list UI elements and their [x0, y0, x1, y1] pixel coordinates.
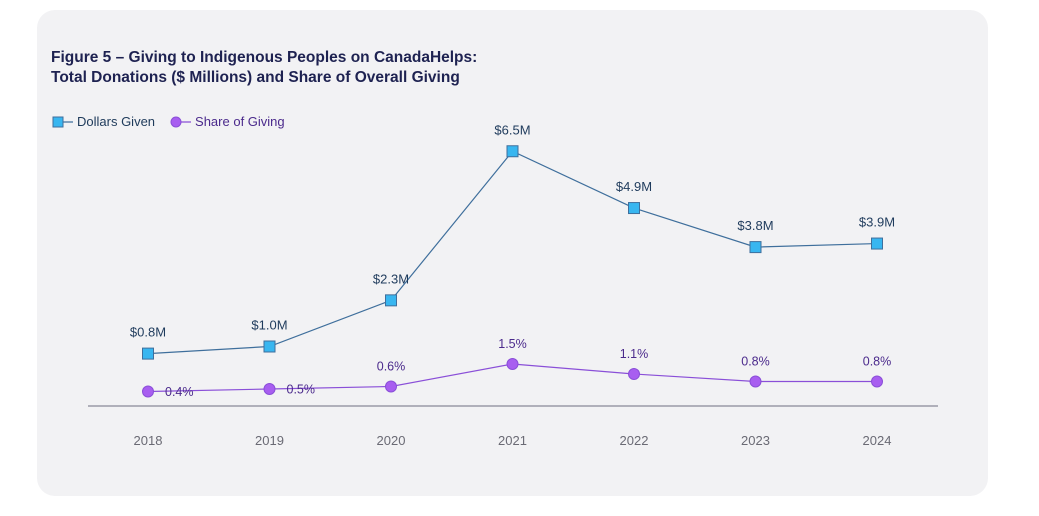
x-tick-label: 2023 [741, 433, 770, 448]
dollars-point [385, 294, 397, 307]
dollars-point [506, 145, 519, 158]
share-data-label: 0.5% [287, 383, 316, 397]
x-tick-label: 2022 [620, 433, 649, 448]
dollars-data-label: $4.9M [616, 179, 652, 194]
share-point [871, 375, 883, 388]
dollars-data-label: $2.3M [373, 271, 409, 286]
chart-title-line-2: Total Donations ($ Millions) and Share o… [51, 69, 460, 86]
share-data-label: 0.6% [377, 360, 406, 374]
chart-title: Figure 5 – Giving to Indigenous Peoples … [51, 48, 477, 88]
circle-icon [169, 116, 192, 128]
share-data-label: 0.8% [741, 355, 770, 369]
share-point [385, 380, 397, 393]
share-data-label: 1.1% [620, 347, 649, 361]
legend-label-dollars-given: Dollars Given [77, 114, 156, 129]
share-data-label: 1.5% [498, 337, 527, 351]
legend-item-dollars-given: Dollars Given [51, 114, 155, 129]
dollars-data-label: $1.0M [251, 318, 287, 333]
chart-title-line-1: Figure 5 – Giving to Indigenous Peoples … [51, 49, 478, 66]
dollars-data-label: $3.9M [859, 215, 895, 230]
dollars-point [871, 237, 883, 250]
square-icon [51, 116, 73, 128]
dollars-point [749, 241, 762, 254]
dollars-data-label: $0.8M [130, 325, 166, 340]
share-data-label: 0.8% [863, 355, 892, 369]
legend: Dollars Given Share of Giving [51, 114, 285, 129]
dollars-point [263, 340, 276, 353]
dollars-point [628, 202, 640, 215]
dollars-data-label: $3.8M [737, 218, 773, 233]
x-tick-label: 2018 [134, 433, 163, 448]
share-point [142, 385, 154, 398]
x-tick-label: 2024 [863, 433, 892, 448]
x-tick-label: 2020 [377, 433, 406, 448]
share-point [749, 375, 762, 388]
chart-card [37, 10, 988, 496]
share-point [506, 358, 519, 370]
share-data-label: 0.4% [165, 385, 194, 399]
x-tick-label: 2019 [255, 433, 284, 448]
share-point [263, 383, 276, 395]
legend-label-share-of-giving: Share of Giving [195, 114, 285, 129]
dollars-data-label: $6.5M [494, 122, 530, 137]
x-tick-label: 2021 [498, 433, 527, 448]
share-point [628, 368, 640, 380]
dollars-point [142, 347, 154, 360]
legend-item-share-of-giving: Share of Giving [169, 114, 285, 129]
